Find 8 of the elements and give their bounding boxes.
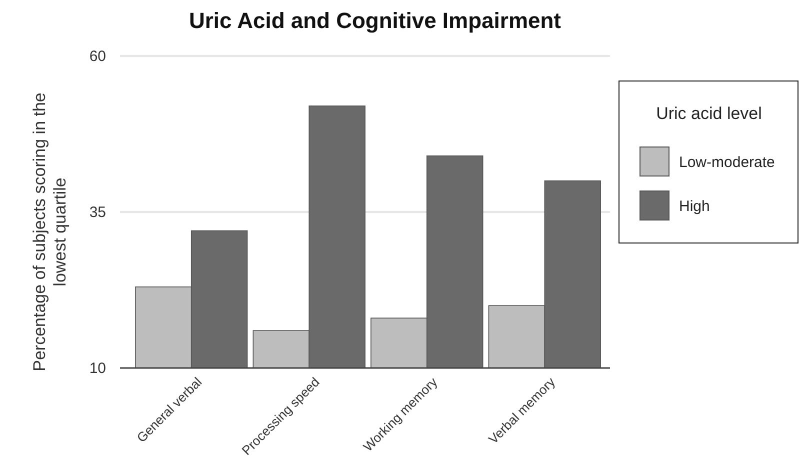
y-tick-label: 10 — [89, 360, 106, 377]
y-tick-label: 60 — [89, 48, 106, 65]
legend-title: Uric acid level — [656, 104, 762, 123]
y-axis-title: Percentage of subjects scoring in the lowest quartile — [30, 92, 70, 372]
legend-label: Low-moderate — [679, 154, 775, 171]
chart-title: Uric Acid and Cognitive Impairment — [188, 8, 562, 33]
legend-label: High — [679, 198, 710, 215]
y-tick-label: 35 — [89, 204, 106, 221]
